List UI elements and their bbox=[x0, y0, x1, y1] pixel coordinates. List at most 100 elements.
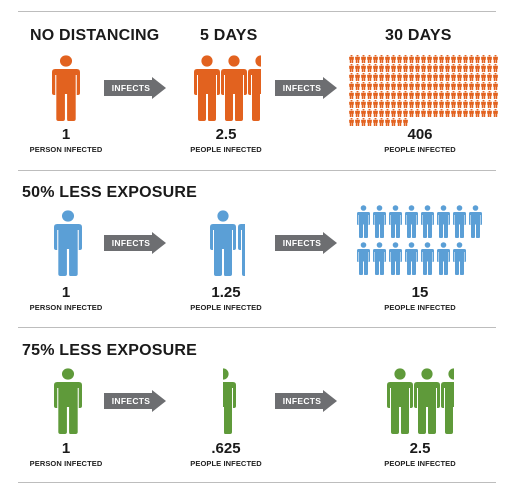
person-icon bbox=[367, 68, 372, 86]
person-icon bbox=[427, 59, 432, 77]
person-icon bbox=[379, 77, 384, 95]
infects-label: INFECTS bbox=[282, 83, 322, 93]
person-icon bbox=[391, 104, 396, 122]
person-icon bbox=[445, 95, 450, 113]
person-icon bbox=[469, 68, 474, 86]
start-count: 1 bbox=[61, 284, 71, 301]
person-icon bbox=[439, 77, 444, 95]
person-icon bbox=[415, 50, 420, 68]
person-icon bbox=[373, 104, 378, 122]
start-caption: PERSON INFECTED bbox=[29, 145, 103, 154]
person-icon bbox=[415, 59, 420, 77]
person-icon bbox=[463, 68, 468, 86]
person-icon bbox=[385, 113, 390, 131]
right-arrow-icon: INFECTS bbox=[275, 77, 337, 99]
person-icon bbox=[385, 68, 390, 86]
mid-count: .625 bbox=[211, 440, 241, 457]
person-icon bbox=[421, 242, 434, 280]
person-icon bbox=[379, 59, 384, 77]
person-icon bbox=[457, 50, 462, 68]
person-icon bbox=[493, 86, 498, 104]
person-icon bbox=[367, 86, 372, 104]
person-icon bbox=[367, 95, 372, 113]
person-icon bbox=[361, 95, 366, 113]
person-icon bbox=[463, 59, 468, 77]
person-icon bbox=[409, 104, 414, 122]
person-icon bbox=[487, 68, 492, 86]
person-icon bbox=[367, 59, 372, 77]
person-icon bbox=[367, 104, 372, 122]
person-icon bbox=[463, 95, 468, 113]
person-icon bbox=[427, 77, 432, 95]
person-icon bbox=[421, 50, 426, 68]
person-icon bbox=[475, 50, 480, 68]
person-icon bbox=[373, 205, 386, 243]
person-icon bbox=[415, 77, 420, 95]
person-icon bbox=[405, 242, 418, 280]
person-icon bbox=[445, 68, 450, 86]
person-icon bbox=[397, 95, 402, 113]
person-icon bbox=[445, 104, 450, 122]
person-icon bbox=[349, 104, 354, 122]
person-icon bbox=[415, 86, 420, 104]
person-icon bbox=[481, 86, 486, 104]
person-icon bbox=[409, 68, 414, 86]
person-icon bbox=[397, 68, 402, 86]
end-count: 15 bbox=[411, 284, 429, 301]
end-caption: PEOPLE INFECTED bbox=[384, 145, 456, 154]
person-icon bbox=[433, 86, 438, 104]
person-icon bbox=[385, 50, 390, 68]
infects-label: INFECTS bbox=[111, 396, 151, 406]
person-icon bbox=[457, 68, 462, 86]
person-icon bbox=[433, 59, 438, 77]
person-icon bbox=[409, 50, 414, 68]
person-icon bbox=[493, 77, 498, 95]
person-icon bbox=[403, 77, 408, 95]
person-icon bbox=[427, 50, 432, 68]
partial-person-icon bbox=[238, 210, 245, 276]
person-icon bbox=[457, 86, 462, 104]
person-icon bbox=[389, 205, 402, 243]
person-icon bbox=[361, 86, 366, 104]
column-title-5-days: 5 DAYS bbox=[200, 27, 258, 44]
person-icon bbox=[439, 68, 444, 86]
person-icon bbox=[367, 113, 372, 131]
person-icon bbox=[421, 86, 426, 104]
person-icon bbox=[397, 59, 402, 77]
person-icon bbox=[373, 50, 378, 68]
infects-label: INFECTS bbox=[282, 396, 322, 406]
infects-label: INFECTS bbox=[282, 238, 322, 248]
person-icon bbox=[373, 59, 378, 77]
person-icon bbox=[391, 68, 396, 86]
start-count: 1 bbox=[61, 440, 71, 457]
person-icon bbox=[457, 104, 462, 122]
person-icon bbox=[373, 113, 378, 131]
person-icon bbox=[391, 95, 396, 113]
person-icon bbox=[373, 77, 378, 95]
bottom-divider bbox=[18, 482, 496, 483]
person-icon bbox=[373, 68, 378, 86]
person-icon bbox=[475, 86, 480, 104]
person-icon bbox=[481, 59, 486, 77]
person-icon bbox=[357, 205, 370, 243]
person-icon bbox=[367, 77, 372, 95]
right-arrow-icon: INFECTS bbox=[275, 390, 337, 412]
person-icon bbox=[373, 242, 386, 280]
person-icon bbox=[355, 77, 360, 95]
person-icon bbox=[437, 242, 450, 280]
person-icon bbox=[439, 95, 444, 113]
person-icon bbox=[421, 104, 426, 122]
person-icon bbox=[403, 59, 408, 77]
section-divider bbox=[18, 170, 496, 171]
person-icon bbox=[475, 68, 480, 86]
person-icon bbox=[403, 86, 408, 104]
person-icon bbox=[439, 50, 444, 68]
person-icon bbox=[379, 68, 384, 86]
column-title-30-days: 30 DAYS bbox=[385, 27, 452, 44]
section-divider bbox=[18, 327, 496, 328]
person-icon bbox=[481, 50, 486, 68]
person-icon bbox=[379, 86, 384, 104]
person-icon bbox=[391, 113, 396, 131]
person-icon bbox=[445, 77, 450, 95]
person-icon bbox=[403, 113, 408, 131]
